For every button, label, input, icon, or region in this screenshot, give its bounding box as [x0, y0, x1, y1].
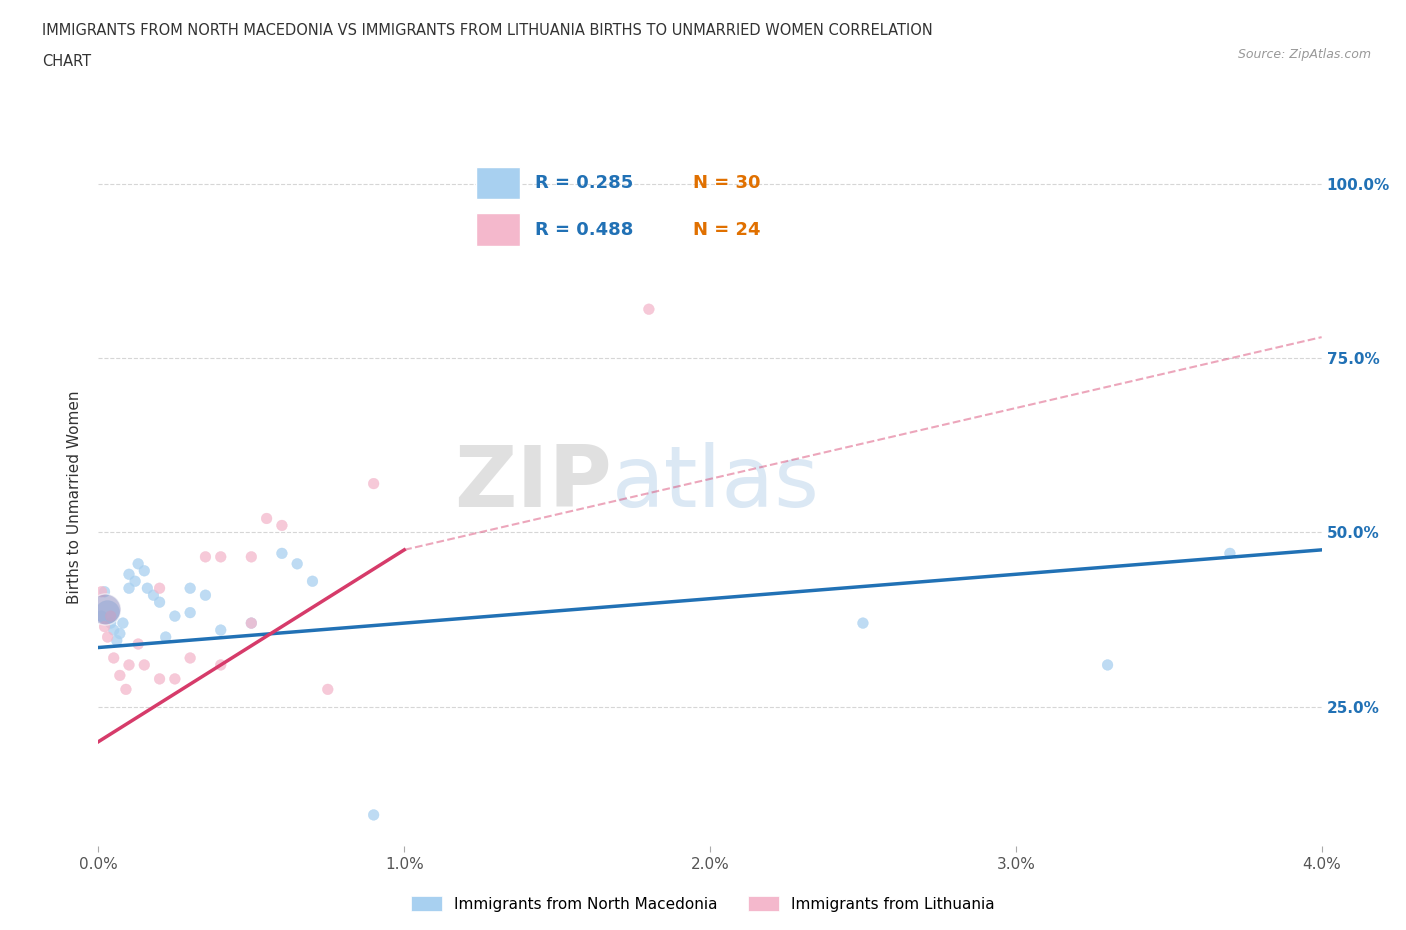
- Text: atlas: atlas: [612, 442, 820, 525]
- Point: [209, 623, 232, 638]
- Text: Source: ZipAtlas.com: Source: ZipAtlas.com: [1237, 48, 1371, 61]
- Point: [111, 616, 134, 631]
- Text: ZIP: ZIP: [454, 442, 612, 525]
- Point: [105, 633, 128, 648]
- Legend: Immigrants from North Macedonia, Immigrants from Lithuania: Immigrants from North Macedonia, Immigra…: [405, 889, 1001, 918]
- Point: [179, 580, 201, 596]
- Point: [97, 605, 120, 620]
- Point: [194, 550, 217, 565]
- Point: [209, 658, 232, 672]
- Point: [149, 595, 172, 610]
- Point: [134, 564, 156, 578]
- Point: [240, 616, 263, 631]
- Y-axis label: Births to Unmarried Women: Births to Unmarried Women: [67, 391, 83, 604]
- Point: [100, 609, 122, 624]
- Text: CHART: CHART: [42, 54, 91, 69]
- Point: [97, 630, 120, 644]
- Point: [1219, 546, 1241, 561]
- Point: [100, 616, 122, 631]
- Point: [90, 609, 112, 624]
- Point: [127, 556, 149, 571]
- Point: [136, 580, 159, 596]
- Point: [301, 574, 323, 589]
- Point: [103, 623, 125, 638]
- Point: [285, 556, 308, 571]
- Point: [142, 588, 165, 603]
- Point: [93, 602, 115, 617]
- Point: [108, 668, 131, 683]
- Point: [124, 574, 146, 589]
- Point: [316, 682, 339, 697]
- Point: [163, 671, 186, 686]
- Point: [209, 550, 232, 565]
- Point: [155, 630, 177, 644]
- Point: [179, 605, 201, 620]
- Point: [134, 658, 156, 672]
- Point: [240, 616, 263, 631]
- Point: [270, 546, 294, 561]
- Point: [118, 567, 141, 582]
- Point: [90, 584, 112, 599]
- Point: [93, 584, 115, 599]
- Point: [127, 637, 149, 652]
- Point: [1097, 658, 1119, 672]
- Point: [194, 588, 217, 603]
- Point: [118, 580, 141, 596]
- Point: [179, 651, 201, 666]
- Point: [108, 626, 131, 641]
- Text: IMMIGRANTS FROM NORTH MACEDONIA VS IMMIGRANTS FROM LITHUANIA BIRTHS TO UNMARRIED: IMMIGRANTS FROM NORTH MACEDONIA VS IMMIG…: [42, 23, 934, 38]
- Point: [363, 476, 385, 491]
- Point: [637, 302, 661, 317]
- Point: [240, 550, 263, 565]
- Point: [363, 807, 385, 822]
- Point: [115, 682, 138, 697]
- Point: [118, 658, 141, 672]
- Point: [270, 518, 294, 533]
- Point: [103, 651, 125, 666]
- Point: [149, 671, 172, 686]
- Point: [852, 616, 875, 631]
- Point: [256, 512, 278, 526]
- Point: [93, 619, 115, 634]
- Point: [149, 580, 172, 596]
- Point: [163, 609, 186, 624]
